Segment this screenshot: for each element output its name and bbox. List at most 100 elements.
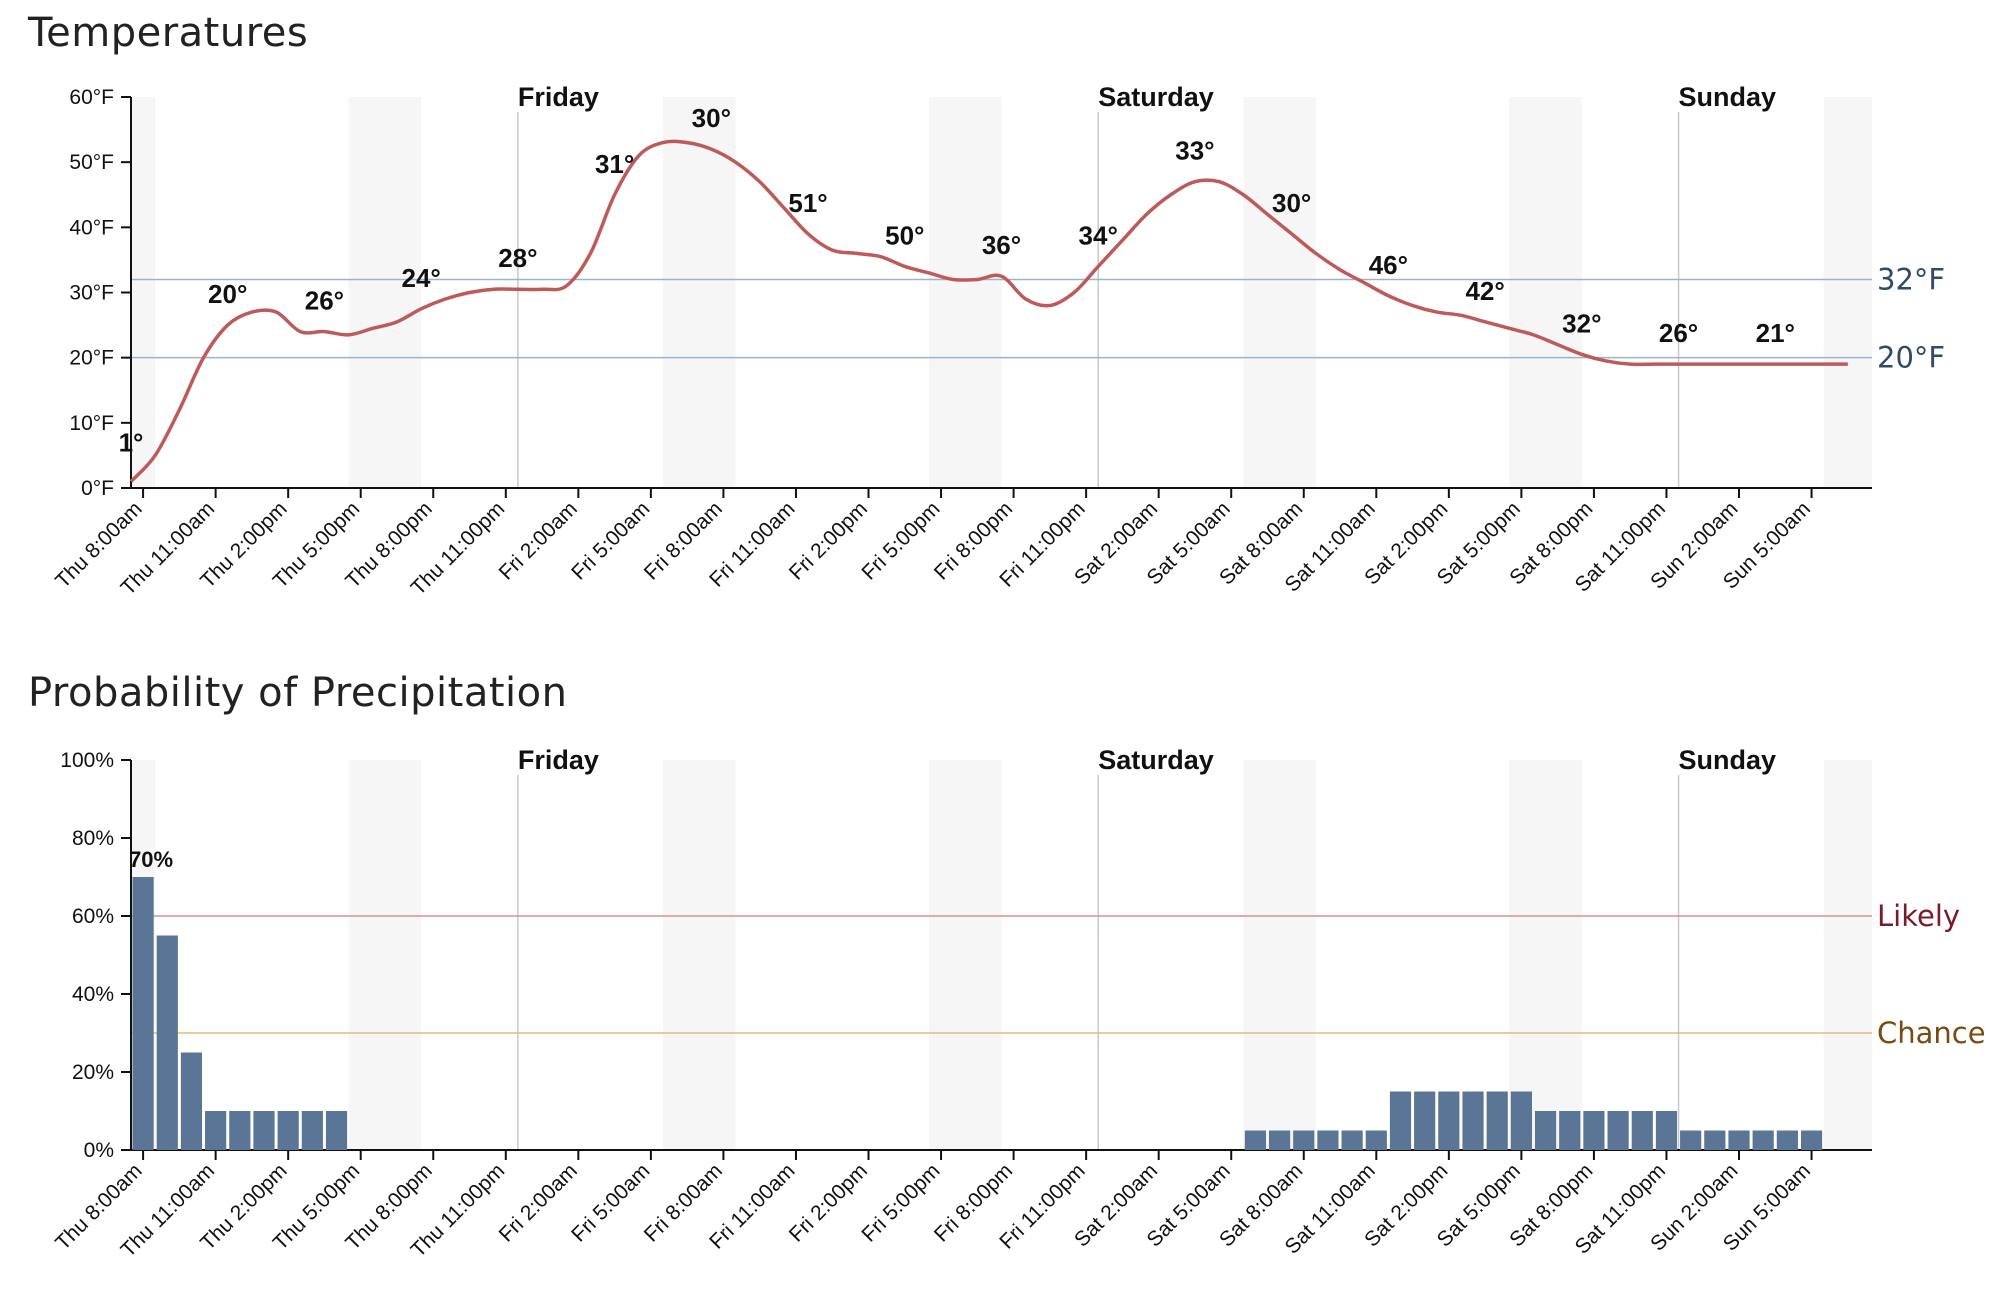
- precipitation-bar: [229, 1111, 251, 1150]
- temperature-value-label: 26°: [305, 286, 344, 316]
- precip-x-tick-label: Fri 2:00am: [495, 1159, 582, 1246]
- precip-day-label: Saturday: [1098, 745, 1214, 775]
- temp-x-tick-label: Fri 5:00am: [567, 497, 654, 584]
- precipitation-bar: [1365, 1130, 1387, 1150]
- precipitation-bar: [1244, 1130, 1266, 1150]
- temp-night-band: [1509, 97, 1582, 488]
- precipitation-bar: [180, 1052, 203, 1150]
- temp-x-tick-label: Fri 2:00am: [495, 497, 582, 584]
- precipitation-bar: [1438, 1091, 1460, 1150]
- temp-night-band: [662, 97, 736, 488]
- precip-night-band: [1509, 760, 1582, 1150]
- precip-y-tick-label: 60%: [72, 905, 114, 928]
- precipitation-bar: [1631, 1111, 1653, 1150]
- temperature-line: [129, 139, 1848, 483]
- precipitation-bar: [253, 1111, 275, 1150]
- precipitation-bar: [1462, 1091, 1484, 1150]
- precipitation-bar: [1414, 1091, 1436, 1150]
- precip-y-tick-label: 0%: [84, 1139, 114, 1162]
- precipitation-bar: [1486, 1091, 1508, 1150]
- precip-night-band: [1823, 760, 1872, 1150]
- temp-x-tick-label: Fri 5:00pm: [857, 497, 944, 584]
- precip-x-tick-label: Fri 5:00am: [567, 1159, 654, 1246]
- temp-night-band: [928, 97, 1002, 488]
- precip-y-tick-label: 100%: [60, 749, 114, 772]
- precipitation-bar: [277, 1111, 299, 1150]
- temp-night-band: [348, 97, 422, 488]
- temp-y-tick-label: 50°F: [69, 151, 114, 174]
- temperature-value-label: 32°: [1562, 308, 1601, 338]
- temp-night-band: [1823, 97, 1872, 488]
- temperature-value-label: 42°: [1465, 276, 1504, 306]
- temperature-value-label: 50°: [885, 220, 924, 250]
- precipitation-value-label: 70%: [129, 847, 173, 872]
- temperature-value-label: 24°: [402, 263, 441, 293]
- precipitation-bar: [1583, 1111, 1605, 1150]
- temperature-value-label: 34°: [1079, 220, 1118, 250]
- precip-night-band: [928, 760, 1002, 1150]
- precip-x-tick-label: Fri 2:00pm: [785, 1159, 872, 1246]
- temp-y-tick-label: 20°F: [69, 347, 114, 370]
- precipitation-bar: [1800, 1130, 1823, 1150]
- precipitation-bar: [132, 877, 154, 1150]
- temp-day-label: Saturday: [1098, 82, 1214, 112]
- precipitation-bar: [301, 1111, 323, 1150]
- precip-y-tick-label: 40%: [72, 983, 114, 1006]
- temperature-value-label: 26°: [1659, 318, 1698, 348]
- temperature-value-label: 1°: [119, 427, 144, 457]
- precipitation-bar: [1776, 1130, 1798, 1150]
- precip-day-label: Sunday: [1679, 745, 1777, 775]
- precipitation-bar: [1752, 1130, 1774, 1150]
- precip-night-band: [1243, 760, 1316, 1150]
- temperature-value-label: 20°: [208, 279, 247, 309]
- precip-day-label: Friday: [518, 745, 599, 775]
- temp-y-tick-label: 10°F: [69, 412, 114, 435]
- precip-y-tick-label: 80%: [72, 827, 114, 850]
- precip-y-tick-label: 20%: [72, 1061, 114, 1084]
- precipitation-bar: [1317, 1130, 1339, 1150]
- temp-y-tick-label: 0°F: [81, 477, 114, 500]
- temp-y-tick-label: 60°F: [69, 86, 114, 109]
- temp-y-tick-label: 40°F: [69, 216, 114, 239]
- precipitation-bar: [1389, 1091, 1412, 1150]
- precipitation-bar: [1655, 1111, 1678, 1150]
- precipitation-bar: [1268, 1130, 1291, 1150]
- precipitation-bar: [1510, 1091, 1532, 1150]
- temperature-chart-title: Temperatures: [28, 10, 309, 56]
- temp-x-tick-label: Fri 2:00pm: [785, 497, 872, 584]
- precipitation-bar: [156, 935, 178, 1150]
- precipitation-bar: [1704, 1130, 1726, 1150]
- precip-night-band: [348, 760, 422, 1150]
- temp-night-band: [131, 97, 156, 488]
- precip-reference-label: Likely: [1877, 899, 1960, 933]
- precipitation-bar: [1341, 1130, 1363, 1150]
- precipitation-bar: [1607, 1111, 1629, 1150]
- temperature-value-label: 46°: [1369, 250, 1408, 280]
- temperature-value-label: 28°: [498, 243, 537, 273]
- precip-night-band: [662, 760, 736, 1150]
- temp-reference-label: 20°F: [1877, 341, 1945, 375]
- temperature-value-label: 33°: [1175, 136, 1214, 166]
- precipitation-bar: [1559, 1111, 1581, 1150]
- temp-y-tick-label: 30°F: [69, 282, 114, 305]
- temp-day-label: Sunday: [1679, 82, 1777, 112]
- temperature-value-label: 51°: [788, 188, 827, 218]
- precipitation-bar: [1534, 1111, 1557, 1150]
- temperature-value-label: 21°: [1756, 318, 1795, 348]
- temperature-value-label: 30°: [692, 103, 731, 133]
- temp-reference-label: 32°F: [1877, 262, 1945, 296]
- precip-x-tick-label: Fri 5:00pm: [857, 1159, 944, 1246]
- temperature-value-label: 31°: [595, 149, 634, 179]
- temp-day-label: Friday: [518, 82, 599, 112]
- temperature-value-label: 30°: [1272, 188, 1311, 218]
- precipitation-bar: [205, 1111, 227, 1150]
- precipitation-bar: [1680, 1130, 1702, 1150]
- precipitation-bar: [1728, 1130, 1750, 1150]
- temperature-value-label: 36°: [982, 230, 1021, 260]
- precipitation-bar: [1293, 1130, 1315, 1150]
- temp-night-band: [1243, 97, 1316, 488]
- precip-reference-label: Chance: [1877, 1016, 1986, 1050]
- precipitation-chart-title: Probability of Precipitation: [28, 670, 568, 716]
- precipitation-bar: [325, 1111, 348, 1150]
